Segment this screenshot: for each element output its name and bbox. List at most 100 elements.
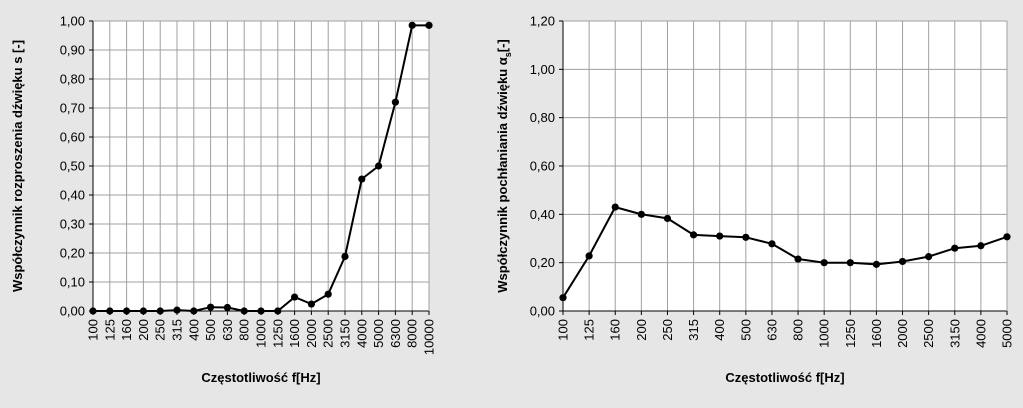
x-tick-label: 5000 — [371, 319, 386, 348]
data-point — [742, 233, 750, 241]
y-tick-label: 0,70 — [60, 101, 85, 116]
x-tick-label: 630 — [220, 319, 235, 341]
y-tick-label: 0,90 — [60, 43, 85, 58]
x-tick-label: 10000 — [422, 319, 437, 355]
y-tick-label: 1,00 — [530, 62, 555, 77]
data-point — [173, 306, 181, 314]
x-tick-label: 500 — [203, 319, 218, 341]
x-tick-label: 160 — [608, 319, 623, 341]
x-tick-label: 315 — [170, 319, 185, 341]
x-axis-title: Częstotliwość f[Hz] — [201, 370, 320, 385]
x-tick-label: 630 — [764, 319, 779, 341]
x-tick-label: 5000 — [1000, 319, 1015, 348]
x-tick-label: 1600 — [287, 319, 302, 348]
x-tick-label: 2500 — [921, 319, 936, 348]
axes — [559, 20, 1008, 315]
y-axis-title: Współczynnik pochłaniania dźwięku αs[-] — [495, 39, 513, 293]
x-tick-label: 4000 — [354, 319, 369, 348]
x-tick-labels: 100 125 160 200 250 315 400 500 630 800 1000 1250 16… — [86, 319, 437, 355]
data-point — [977, 242, 985, 250]
y-tick-label: 0,20 — [530, 255, 555, 270]
x-tick-label: 125 — [102, 319, 117, 341]
data-point — [223, 303, 231, 312]
x-tick-label: 100 — [86, 319, 101, 341]
x-axis-title: Częstotliwość f[Hz] — [725, 370, 844, 385]
data-point — [156, 307, 164, 315]
x-tick-label: 315 — [686, 319, 701, 341]
y-axis-title-tail: [-] — [495, 39, 510, 52]
data-point — [846, 259, 854, 267]
x-tick-label: 1250 — [843, 319, 858, 348]
data-point — [274, 307, 282, 315]
x-tick-label: 2000 — [895, 319, 910, 348]
data-point — [240, 307, 248, 315]
data-point — [291, 293, 299, 301]
scattering-chart: 0,00 0,10 0,20 0,30 0,40 0,50 0,60 0,70 0,80 0,90… — [10, 14, 437, 386]
x-tick-label: 200 — [634, 319, 649, 341]
x-tick-label: 100 — [556, 319, 571, 341]
y-tick-label: 0,00 — [60, 304, 85, 319]
x-tick-labels: 100 125 160 200 250 315 400 500 630 800 1000 1250 16… — [556, 319, 1015, 348]
data-point — [106, 307, 114, 315]
data-point — [611, 203, 619, 211]
data-point — [716, 232, 724, 240]
data-point — [358, 175, 366, 183]
x-tick-label: 1250 — [270, 319, 285, 348]
data-point — [898, 257, 907, 266]
y-tick-label: 0,40 — [530, 207, 555, 222]
data-point — [794, 255, 802, 263]
x-tick-label: 200 — [136, 319, 151, 341]
x-tick-label: 800 — [237, 319, 252, 341]
data-point — [324, 290, 332, 298]
x-tick-label: 1000 — [817, 319, 832, 348]
data-point — [663, 214, 672, 223]
data-point — [123, 307, 131, 315]
series — [559, 203, 1011, 302]
data-point — [925, 253, 933, 261]
x-tick-label: 6300 — [388, 319, 403, 348]
data-point — [872, 260, 881, 268]
y-tick-label: 0,40 — [60, 188, 85, 203]
x-tick-label: 8000 — [405, 319, 420, 348]
data-point — [585, 252, 593, 260]
data-point — [341, 252, 349, 261]
x-tick-label: 1000 — [254, 319, 269, 348]
y-tick-label: 1,00 — [60, 14, 85, 29]
x-tick-label: 3150 — [338, 319, 353, 348]
data-point — [89, 307, 97, 315]
data-point — [307, 300, 315, 308]
y-tick-label: 0,00 — [530, 304, 555, 319]
data-point — [768, 240, 776, 248]
x-tick-label: 1600 — [869, 319, 884, 348]
x-tick-label: 800 — [791, 319, 806, 341]
data-point — [559, 294, 567, 302]
grid — [93, 20, 429, 311]
x-tick-label: 3150 — [947, 319, 962, 348]
data-point — [139, 307, 147, 315]
data-point — [375, 162, 383, 170]
data-point — [689, 231, 698, 239]
x-tick-label: 250 — [660, 319, 675, 341]
y-tick-labels: 0,00 0,10 0,20 0,30 0,40 0,50 0,60 0,70 0,80 0,90… — [60, 14, 85, 319]
y-axis-title-main: Współczynnik pochłaniania dźwięku α — [495, 57, 510, 293]
y-tick-label: 0,80 — [530, 110, 555, 125]
data-point — [1003, 233, 1011, 241]
y-tick-label: 0,10 — [60, 275, 85, 290]
x-tick-label: 160 — [119, 319, 134, 341]
data-point — [391, 98, 399, 106]
y-tick-label: 0,50 — [60, 159, 85, 174]
absorption-chart: 0,00 0,20 0,40 0,60 0,80 1,00 1,20 100 125 160 20… — [495, 14, 1015, 386]
y-tick-labels: 0,00 0,20 0,40 0,60 0,80 1,00 1,20 — [530, 14, 555, 319]
x-tick-label: 125 — [582, 319, 597, 341]
grid — [563, 20, 1007, 311]
x-tick-label: 500 — [738, 319, 753, 341]
y-tick-label: 0,60 — [530, 159, 555, 174]
y-axis-title-subscript: s — [503, 52, 513, 57]
data-point — [408, 21, 416, 29]
y-tick-label: 0,30 — [60, 217, 85, 232]
y-tick-label: 1,20 — [530, 14, 555, 29]
data-point — [425, 21, 433, 29]
data-point — [190, 307, 198, 315]
x-tick-label: 2500 — [321, 319, 336, 348]
